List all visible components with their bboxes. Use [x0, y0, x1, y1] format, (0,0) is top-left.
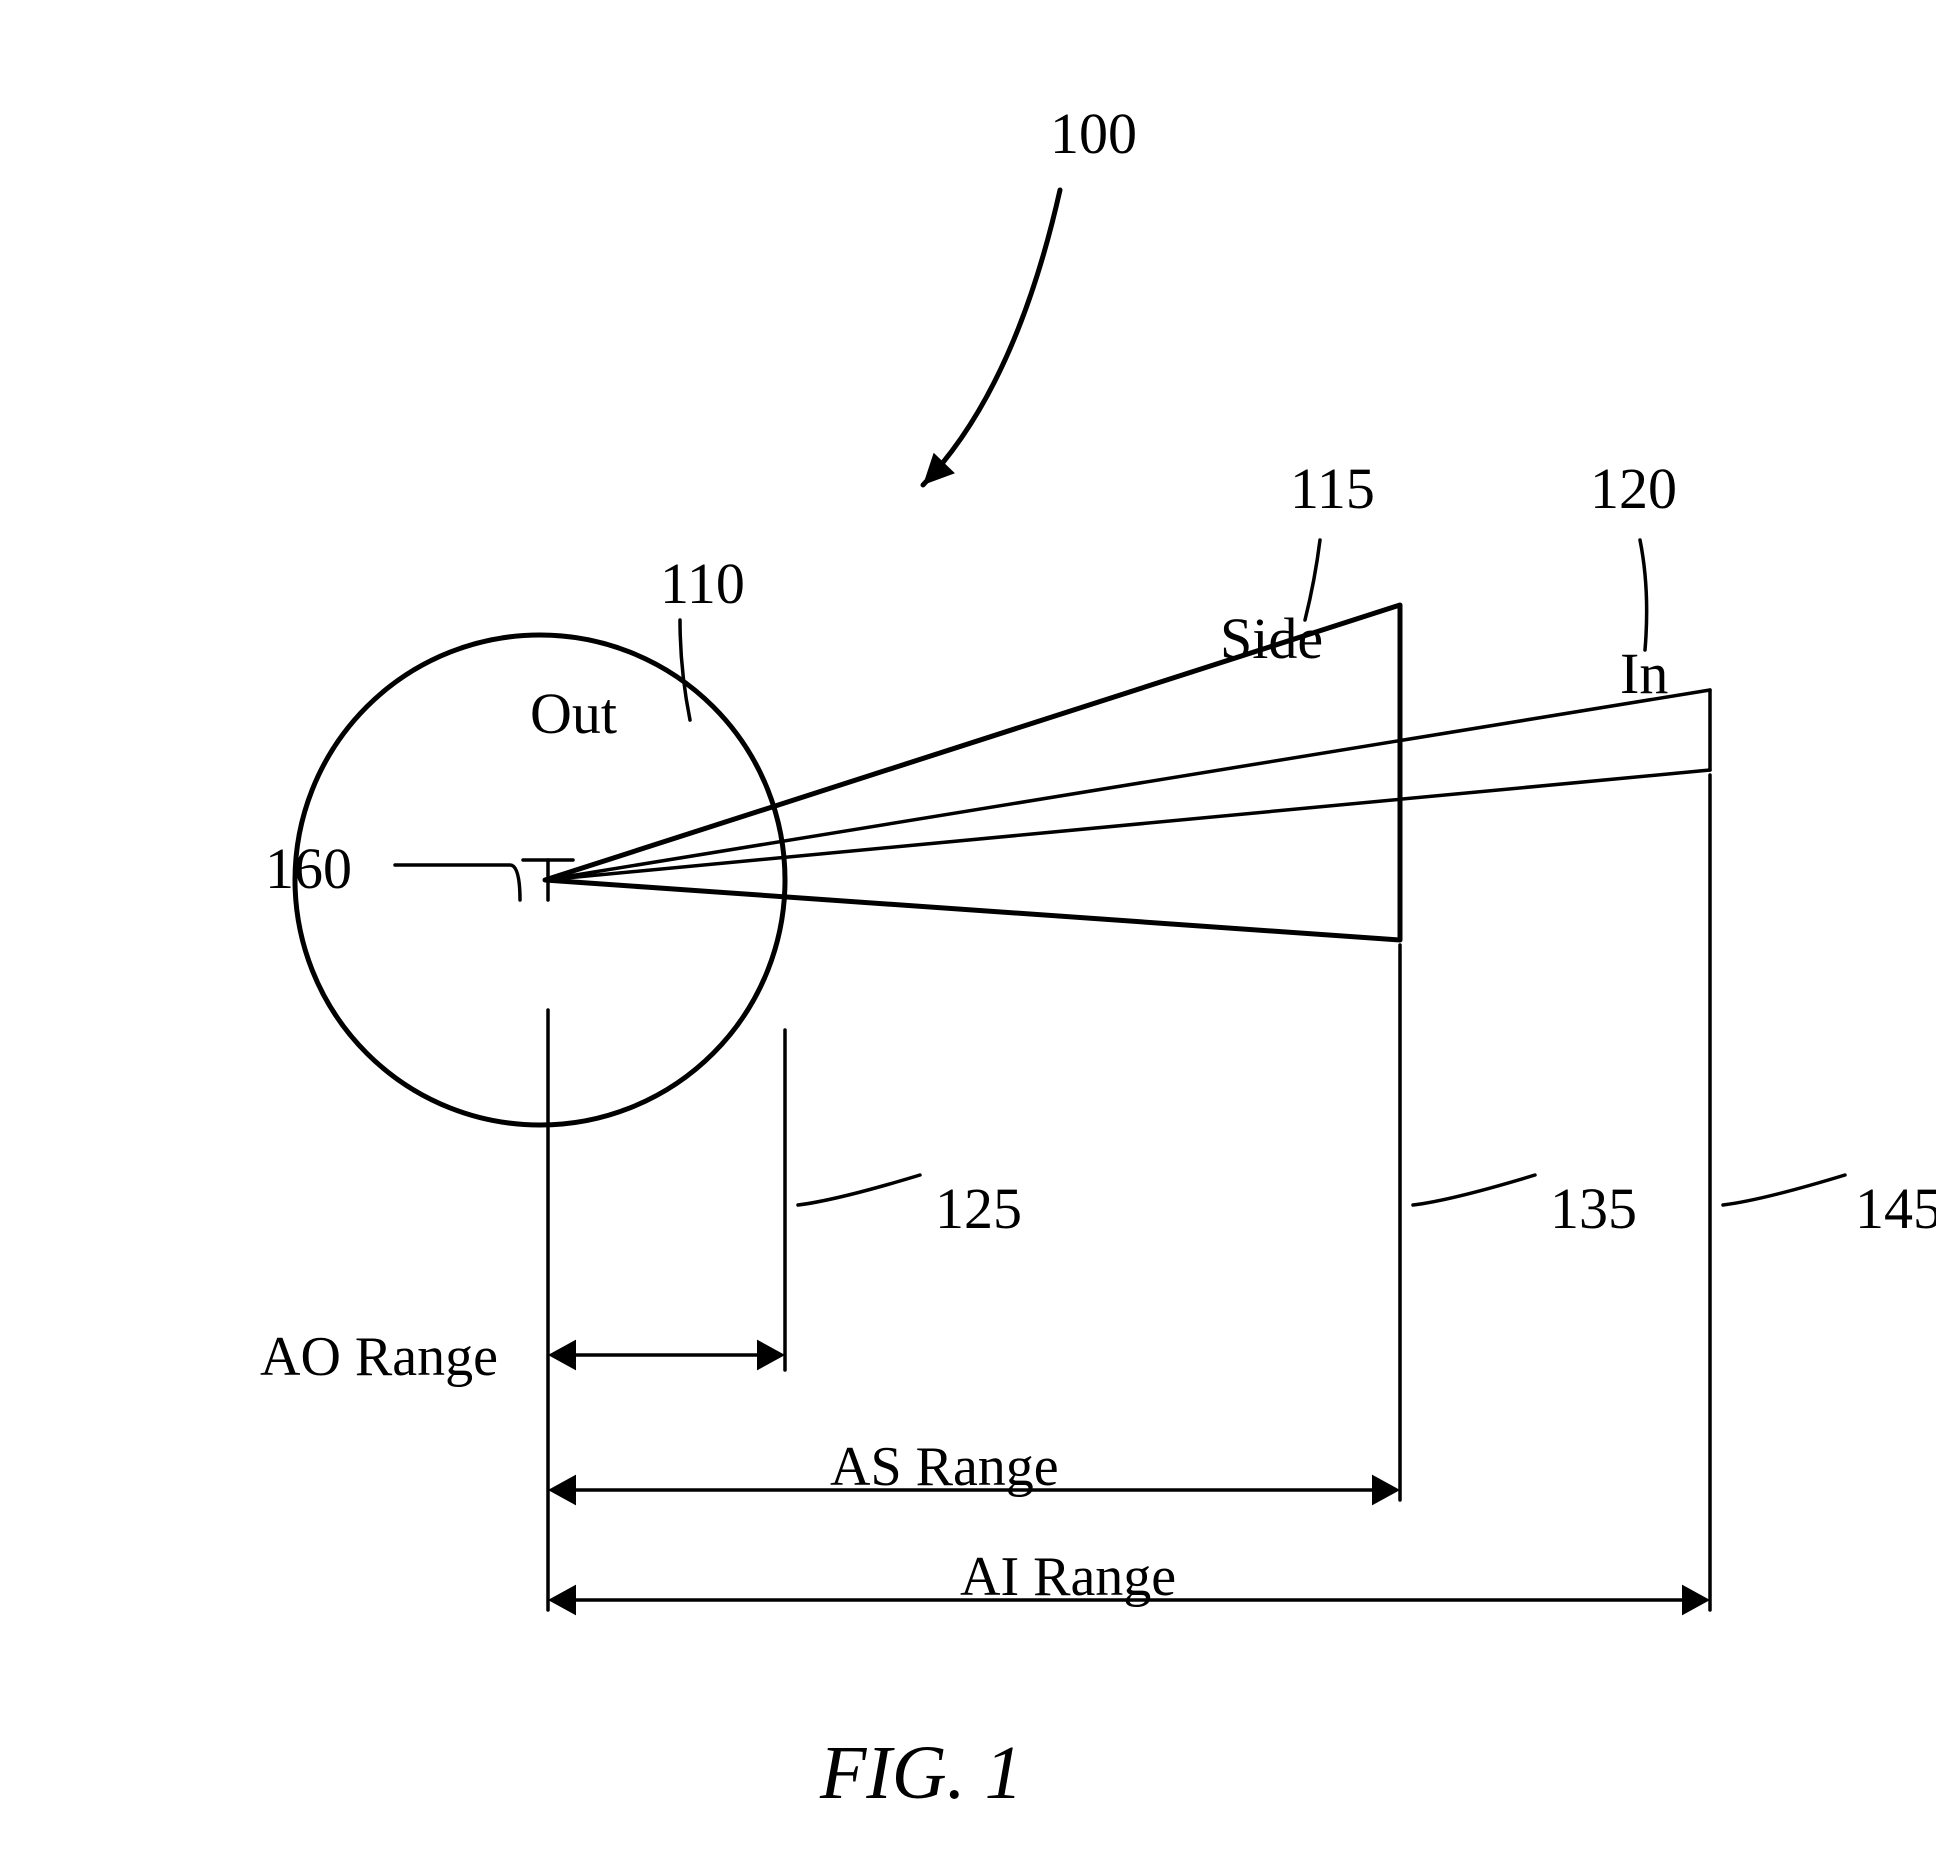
range-ao: AO Range — [260, 1325, 498, 1389]
ref-125: 125 — [935, 1175, 1022, 1242]
ref-145: 145 — [1855, 1175, 1936, 1242]
range-as: AS Range — [830, 1435, 1059, 1499]
zone-out: Out — [530, 680, 617, 747]
zone-in: In — [1620, 640, 1668, 707]
ref-115: 115 — [1290, 455, 1375, 522]
figure-caption: FIG. 1 — [820, 1730, 1023, 1817]
ref-100: 100 — [1050, 100, 1137, 167]
ref-135: 135 — [1550, 1175, 1637, 1242]
ref-160: 160 — [265, 835, 352, 902]
range-ai: AI Range — [960, 1545, 1176, 1609]
zone-side: Side — [1220, 605, 1323, 672]
ref-110: 110 — [660, 550, 745, 617]
ref-120: 120 — [1590, 455, 1677, 522]
